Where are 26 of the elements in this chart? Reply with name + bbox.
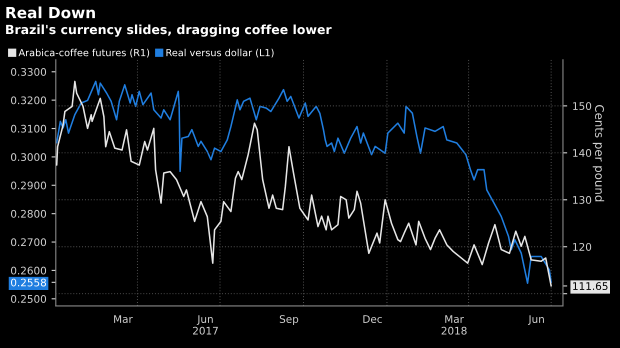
y-tick-label: 0.2800 (11, 210, 46, 218)
legend-label: Real versus dollar (L1) (166, 48, 274, 58)
y2-tick-label: 111.65 (573, 282, 608, 290)
x-tick-label: Jun 2017 (193, 315, 218, 335)
y-tick-label: 0.2700 (11, 238, 46, 246)
x-tick-label: Dec (363, 315, 382, 323)
y2-tick-label: 120 (573, 242, 592, 251)
x-tick-label: Sep (280, 315, 298, 325)
y-tick-label: 0.2500 (11, 295, 46, 303)
y-tick-label: 0.3100 (11, 124, 46, 133)
y2-axis-title: Cents per pound (592, 104, 604, 202)
x-tick-label: Mar 2018 (442, 315, 467, 335)
legend-label: Arabica-coffee futures (R1) (18, 48, 150, 58)
chart-subtitle: Brazil's currency slides, dragging coffee lower (6, 24, 332, 37)
y-tick-label: 0.3300 (11, 68, 46, 76)
x-tick-label: Jun (528, 315, 544, 325)
y2-tick-label: 140 (573, 149, 592, 157)
y2-tick-label: 130 (573, 196, 592, 204)
y-tick-label: 0.3200 (11, 96, 46, 104)
y-tick-label: 0.2558 (11, 278, 46, 286)
y-tick-label: 0.2900 (11, 182, 46, 190)
x-tick-label: Mar (114, 315, 133, 323)
y-tick-label: 0.2600 (11, 266, 46, 275)
chart-title: Real Down (6, 6, 95, 18)
y2-tick-label: 150 (573, 102, 592, 110)
y-tick-label: 0.3000 (11, 153, 46, 162)
